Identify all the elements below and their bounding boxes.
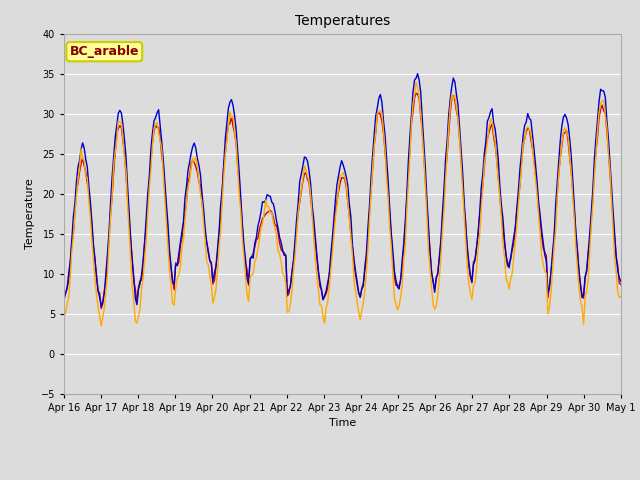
Tsky: [228, 115, 236, 120]
Tsurf: [617, 278, 625, 284]
Tair: [246, 255, 254, 261]
Tsky: [246, 275, 254, 280]
Tsurf: [414, 71, 422, 76]
Title: Temperatures: Temperatures: [295, 14, 390, 28]
Tair: [617, 281, 625, 287]
Tair: [60, 297, 68, 303]
Tsky: [305, 178, 313, 184]
Tsky: [97, 323, 105, 329]
Line: Tsurf: Tsurf: [64, 73, 621, 306]
Tsurf: [255, 217, 263, 223]
Tsurf: [97, 303, 105, 309]
Tsurf: [589, 186, 596, 192]
Line: Tsky: Tsky: [64, 83, 621, 326]
Tair: [255, 227, 263, 232]
X-axis label: Time: Time: [329, 418, 356, 428]
Tsurf: [246, 257, 254, 263]
Line: Tair: Tair: [64, 94, 621, 309]
Tair: [305, 180, 313, 185]
Tsurf: [130, 274, 138, 280]
Tsky: [617, 294, 625, 300]
Tsky: [255, 237, 263, 243]
Tair: [97, 306, 105, 312]
Tsky: [130, 299, 138, 304]
Tair: [589, 193, 596, 199]
Tsky: [412, 80, 420, 85]
Tair: [130, 278, 138, 284]
Tsky: [60, 312, 68, 318]
Text: BC_arable: BC_arable: [70, 45, 139, 58]
Y-axis label: Temperature: Temperature: [25, 178, 35, 249]
Tair: [228, 114, 236, 120]
Tair: [412, 91, 420, 96]
Tsurf: [60, 296, 68, 301]
Tsurf: [305, 168, 313, 174]
Tsurf: [228, 97, 236, 103]
Legend: Tair, Tsurf, Tsky: Tair, Tsurf, Tsky: [232, 477, 453, 480]
Tsky: [589, 201, 596, 207]
